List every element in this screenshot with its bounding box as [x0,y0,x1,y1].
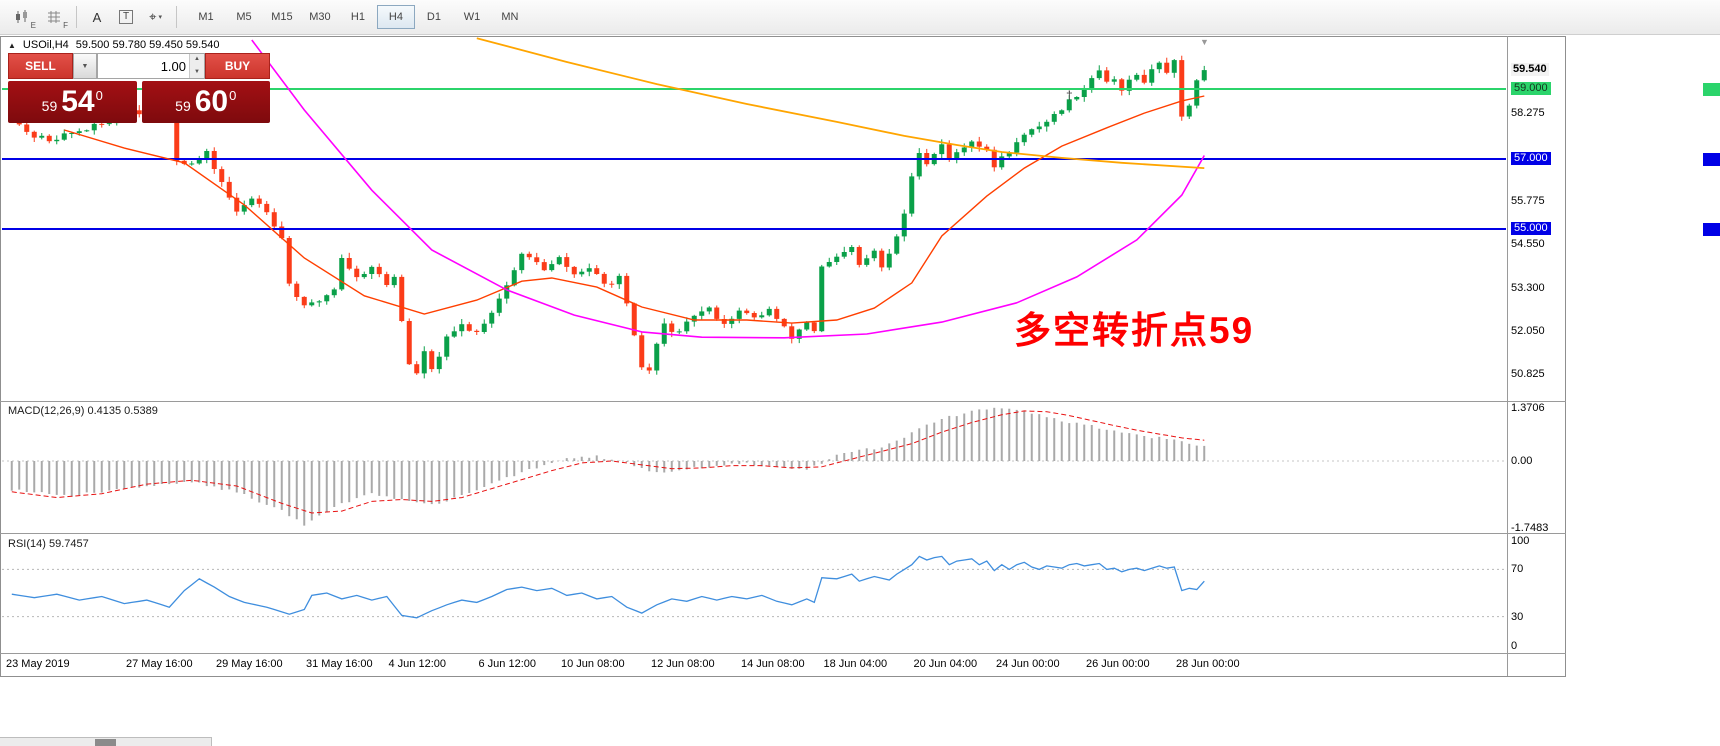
date-axis-label: 31 May 16:00 [306,658,373,670]
main-toolbar: E F A T ⌖ ▾ M1 M5 M15 M30 H1 H4 D1 W1 MN [0,0,1720,35]
bid-price-main: 54 [61,85,95,118]
price-scale-label: 52.050 [1511,325,1545,338]
date-axis-label: 18 Jun 04:00 [823,658,888,670]
chart-marker-dagger: † [1066,88,1073,102]
one-click-trading-panel: SELL ▼ ▲ ▼ BUY 59 54 0 59 60 0 [8,53,270,123]
rsi-scale-label: 70 [1511,563,1524,576]
timeframe-d1[interactable]: D1 [426,11,441,23]
level-price-label: 57.000 [1511,152,1551,165]
date-axis-label: 6 Jun 12:00 [478,658,537,670]
rsi-indicator-label: RSI(14) 59.7457 [8,538,89,550]
chevron-down-icon: ▾ [158,14,162,21]
chart-header: ▲ USOil,H4 59.500 59.780 59.450 59.540 [8,39,220,51]
bid-price-pip: 0 [95,87,103,103]
background-price-label-fragment [1703,83,1720,96]
level-price-label: 55.000 [1511,222,1551,235]
current-price-label: 59.540 [1511,63,1549,77]
icon-sub-label: F [63,21,68,30]
date-axis-label: 26 Jun 00:00 [1086,658,1150,670]
buy-button[interactable]: BUY [205,53,270,79]
date-axis-label: 29 May 16:00 [216,658,283,670]
timeframe-m1[interactable]: M1 [198,11,214,23]
volume-input[interactable] [98,57,204,75]
chart-symbol-period: USOil,H4 [22,39,69,51]
volume-field: ▲ ▼ [97,53,205,79]
timeframe-m15[interactable]: M15 [271,11,293,23]
toolbar-separator [76,6,77,28]
rsi-scale-label: 0 [1511,640,1518,652]
volume-decrease-button[interactable]: ▼ [194,69,200,75]
background-price-label-fragment [1703,153,1720,166]
timeframe-m30[interactable]: M30 [309,11,331,23]
date-axis-label: 4 Jun 12:00 [388,658,447,670]
triangle-icon: ▲ [8,40,16,50]
date-axis-label: 10 Jun 08:00 [561,658,625,670]
chart-shift-marker-icon[interactable]: ▼ [1200,37,1209,47]
date-axis-label: 27 May 16:00 [126,658,193,670]
macd-scale-label: 1.3706 [1511,402,1545,415]
order-options-dropdown[interactable]: ▼ [73,53,97,79]
price-scale-label: 58.275 [1511,107,1545,120]
horizontal-scrollbar[interactable] [0,737,212,746]
ask-price-major: 59 [175,98,191,114]
icon-sub-label: E [30,21,36,30]
volume-stepper: ▲ ▼ [189,54,204,78]
scrollbar-thumb[interactable] [95,739,116,746]
rsi-scale-label: 100 [1511,535,1530,547]
timeframe-buttons: M1 M5 M15 M30 H1 H4 D1 W1 MN [187,5,529,29]
ask-price-main: 60 [194,85,229,118]
date-axis-label: 23 May 2019 [6,658,70,670]
price-scale-label: 54.550 [1511,237,1545,250]
timeframe-h4[interactable]: H4 [376,5,415,29]
level-price-label: 59.000 [1511,82,1551,95]
ask-price-pip: 0 [229,87,237,103]
text-label-tool-button[interactable]: T [112,4,140,30]
bid-price-major: 59 [41,98,58,114]
timeframe-mn[interactable]: MN [501,11,519,23]
chevron-down-icon: ▼ [81,62,89,70]
date-axis-label: 14 Jun 08:00 [741,658,805,670]
chart-type-icon[interactable]: E [7,4,37,30]
date-axis-label: 12 Jun 08:00 [651,658,715,670]
chart-ohlc-values: 59.500 59.780 59.450 59.540 [75,39,220,51]
background-price-label-fragment [1703,223,1720,236]
crosshair-icon: ⌖ [149,9,157,24]
grid-icon [48,11,60,23]
sell-button[interactable]: SELL [8,53,73,79]
chart-annotation-text: 多空转折点59 [1014,310,1255,351]
date-axis-label: 28 Jun 00:00 [1176,658,1240,670]
chart-canvas[interactable] [0,36,1566,677]
price-scale-label: 55.775 [1511,194,1545,207]
candlestick-icon [16,10,27,23]
macd-indicator-label: MACD(12,26,9) 0.4135 0.5389 [8,405,158,417]
ask-price-tile[interactable]: 59 60 0 [141,81,270,123]
date-axis-label: 20 Jun 04:00 [913,658,978,670]
date-axis-label: 24 Jun 00:00 [996,658,1060,670]
chart-window: ▲ USOil,H4 59.500 59.780 59.450 59.540 S… [0,36,1566,677]
text-tool-button[interactable]: A [84,4,110,30]
timeframe-w1[interactable]: W1 [463,11,481,23]
crosshair-tool-button[interactable]: ⌖ ▾ [142,4,169,30]
volume-increase-button[interactable]: ▲ [194,56,200,62]
price-scale-label: 53.300 [1511,281,1545,294]
indicators-grid-icon[interactable]: F [39,4,69,30]
timeframe-h1[interactable]: H1 [350,11,365,23]
rsi-scale-label: 30 [1511,610,1524,623]
macd-scale-label: -1.7483 [1511,522,1549,535]
timeframe-m5[interactable]: M5 [236,11,252,23]
bid-price-tile[interactable]: 59 54 0 [8,81,137,123]
price-scale-label: 50.825 [1511,368,1545,381]
toolbar-separator [175,6,177,28]
macd-scale-label: 0.00 [1511,455,1533,467]
